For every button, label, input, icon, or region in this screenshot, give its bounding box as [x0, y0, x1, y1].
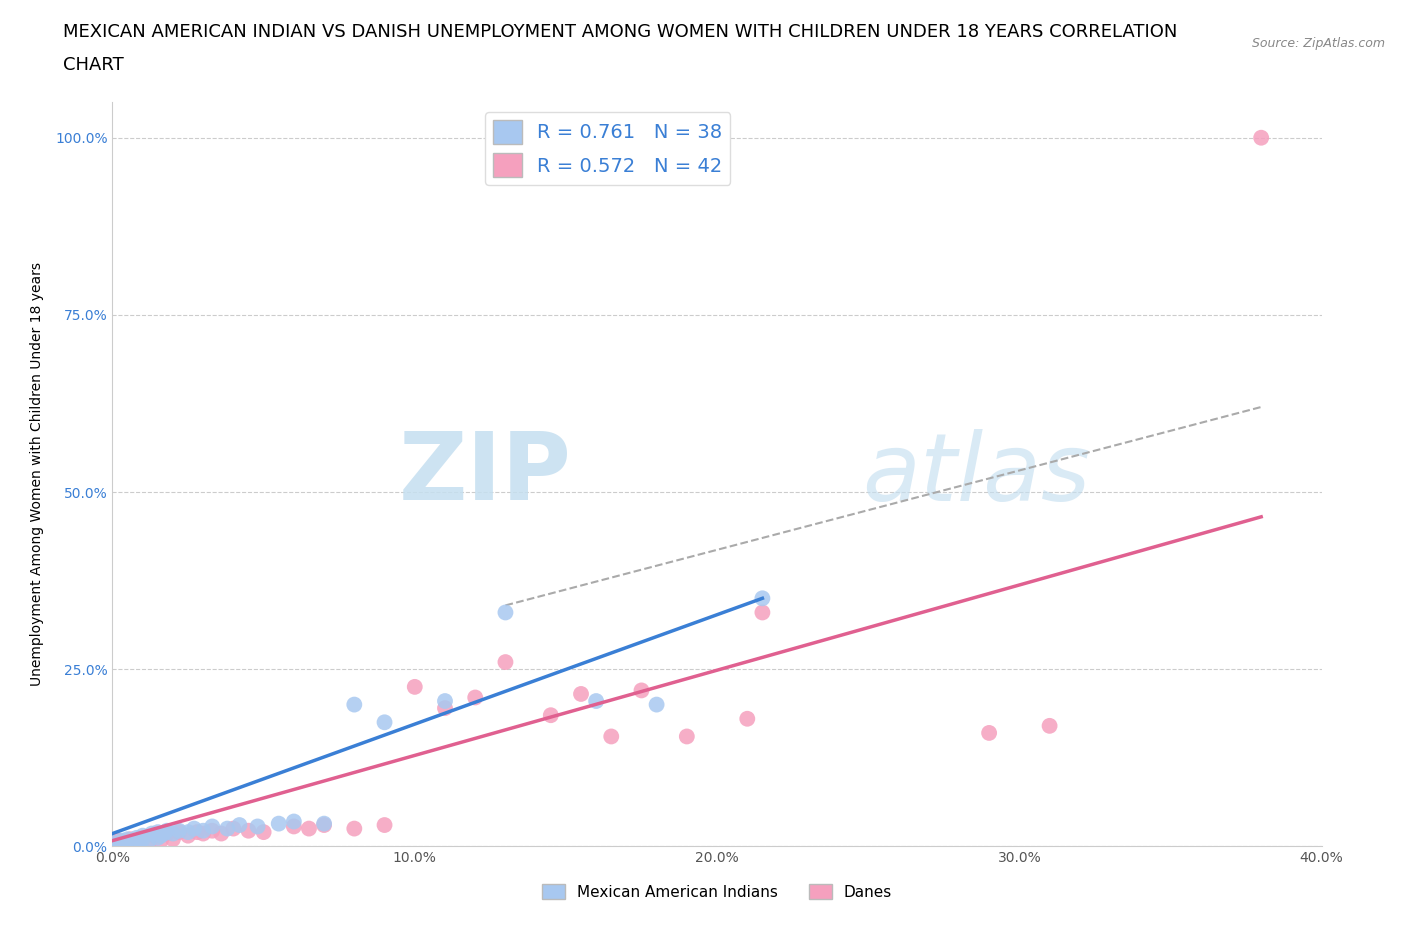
Point [114, 839, 136, 854]
Point [374, 715, 396, 730]
Text: atlas: atlas [862, 429, 1091, 520]
Point [569, 686, 592, 701]
Point [228, 817, 250, 832]
Point [191, 823, 214, 838]
Point [149, 829, 172, 844]
Point [122, 839, 145, 854]
Point [209, 826, 232, 841]
Point [600, 729, 623, 744]
Point [101, 839, 124, 854]
Point [117, 837, 139, 852]
Text: MEXICAN AMERICAN INDIAN VS DANISH UNEMPLOYMENT AMONG WOMEN WITH CHILDREN UNDER 1: MEXICAN AMERICAN INDIAN VS DANISH UNEMPL… [63, 23, 1178, 41]
Point [283, 819, 305, 834]
Point [314, 817, 336, 832]
Point [156, 823, 179, 838]
Point [132, 830, 155, 845]
Point [267, 817, 290, 831]
Point [125, 833, 148, 848]
Point [125, 830, 148, 845]
Point [146, 825, 169, 840]
Legend: Mexican American Indians, Danes: Mexican American Indians, Danes [536, 877, 898, 906]
Point [117, 831, 139, 846]
Point [630, 683, 652, 698]
Point [1250, 130, 1272, 145]
Point [751, 591, 773, 605]
Point [117, 837, 139, 852]
Point [132, 831, 155, 846]
Point [1038, 718, 1062, 733]
Y-axis label: Unemployment Among Women with Children Under 18 years: Unemployment Among Women with Children U… [30, 262, 44, 686]
Point [201, 823, 224, 838]
Point [464, 690, 486, 705]
Point [101, 835, 124, 850]
Point [433, 694, 456, 709]
Point [495, 605, 517, 620]
Point [201, 819, 224, 834]
Point [162, 826, 184, 841]
Point [343, 821, 366, 836]
Point [149, 833, 172, 848]
Point [283, 814, 305, 829]
Point [977, 725, 1000, 740]
Point [217, 821, 239, 836]
Point [374, 817, 396, 832]
Point [314, 817, 336, 831]
Point [183, 821, 205, 836]
Point [107, 833, 129, 848]
Point [138, 833, 160, 848]
Point [122, 835, 145, 850]
Point [101, 835, 124, 850]
Point [585, 694, 607, 709]
Text: ZIP: ZIP [399, 429, 572, 520]
Text: CHART: CHART [63, 56, 124, 73]
Point [737, 711, 759, 726]
Point [253, 825, 276, 840]
Point [156, 826, 179, 841]
Point [132, 829, 155, 844]
Point [110, 839, 132, 854]
Text: Source: ZipAtlas.com: Source: ZipAtlas.com [1251, 37, 1385, 50]
Point [110, 833, 132, 848]
Point [191, 826, 214, 841]
Point [162, 831, 184, 846]
Point [153, 826, 176, 841]
Point [107, 839, 129, 854]
Point [433, 700, 456, 715]
Point [143, 829, 166, 844]
Point [167, 823, 190, 838]
Point [238, 823, 260, 838]
Point [128, 833, 150, 848]
Point [177, 829, 200, 844]
Point [222, 821, 245, 836]
Point [138, 835, 160, 850]
Point [167, 825, 190, 840]
Point [298, 821, 321, 836]
Point [540, 708, 562, 723]
Point [186, 825, 208, 840]
Point [120, 831, 142, 846]
Point [645, 698, 668, 712]
Point [404, 680, 426, 695]
Point [343, 698, 366, 712]
Point [246, 819, 269, 834]
Point [177, 825, 200, 840]
Point [495, 655, 517, 670]
Point [751, 605, 773, 620]
Point [141, 826, 163, 841]
Point [104, 839, 127, 854]
Point [675, 729, 697, 744]
Point [146, 830, 169, 845]
